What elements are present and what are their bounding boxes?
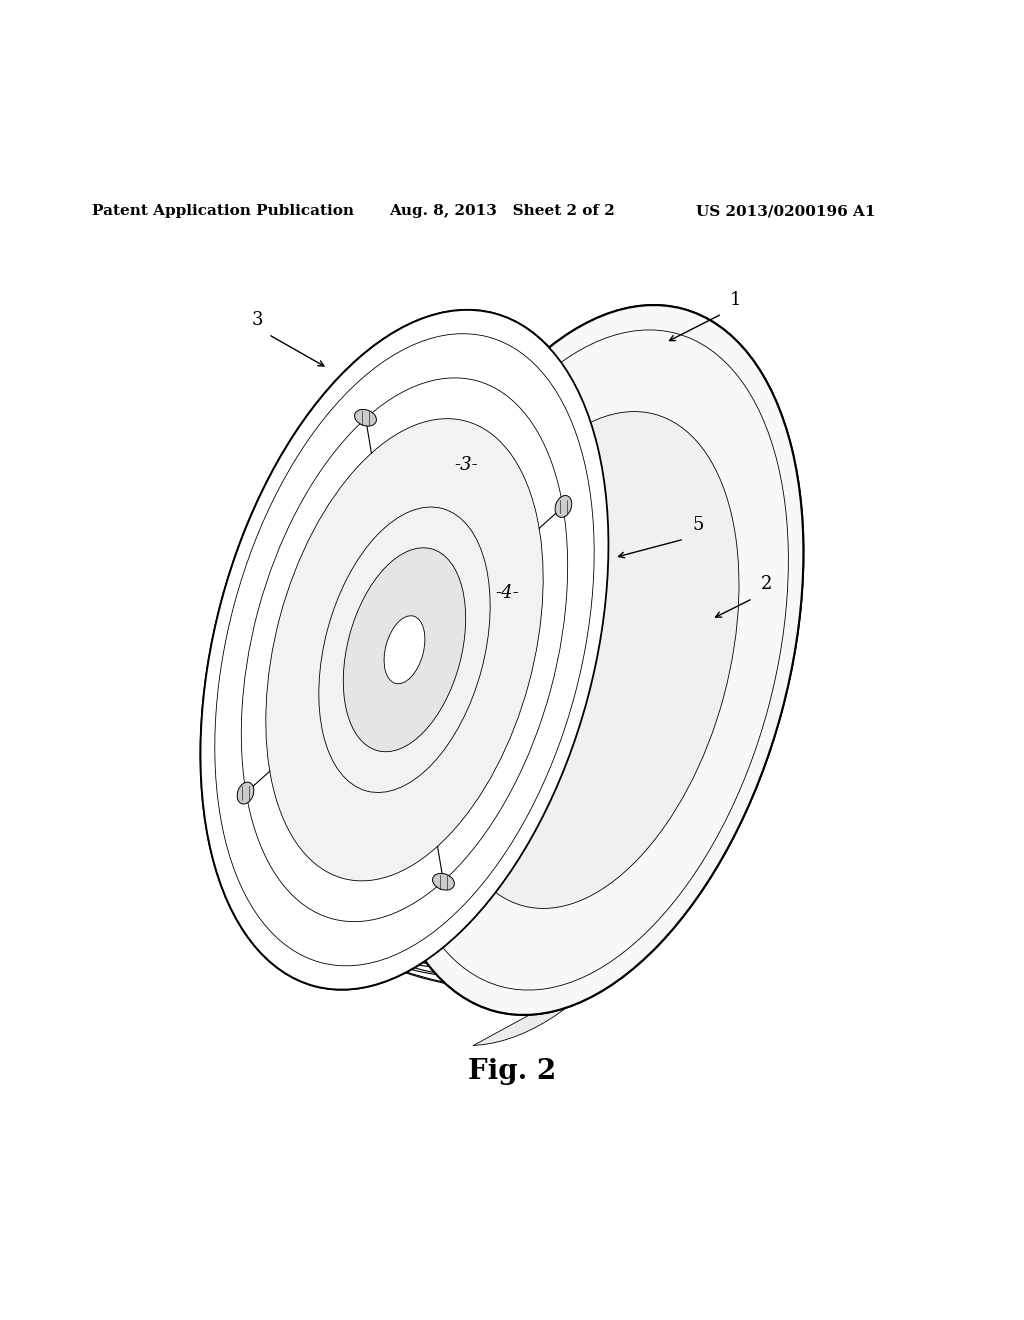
Text: Fig. 2: Fig. 2: [468, 1057, 556, 1085]
Ellipse shape: [390, 671, 409, 686]
Ellipse shape: [380, 742, 398, 759]
Text: Aug. 8, 2013   Sheet 2 of 2: Aug. 8, 2013 Sheet 2 of 2: [389, 205, 614, 218]
Text: 3: 3: [252, 312, 263, 329]
PathPatch shape: [410, 583, 584, 701]
Ellipse shape: [553, 496, 573, 516]
Ellipse shape: [236, 783, 256, 804]
Ellipse shape: [354, 409, 377, 426]
Ellipse shape: [258, 760, 281, 783]
Ellipse shape: [374, 305, 804, 1015]
Ellipse shape: [334, 734, 352, 750]
Ellipse shape: [432, 874, 455, 890]
PathPatch shape: [473, 573, 549, 614]
Ellipse shape: [355, 408, 376, 428]
Ellipse shape: [395, 589, 414, 605]
Ellipse shape: [555, 495, 571, 517]
Ellipse shape: [266, 418, 543, 880]
PathPatch shape: [440, 640, 568, 701]
Ellipse shape: [471, 639, 522, 685]
Ellipse shape: [370, 583, 388, 601]
PathPatch shape: [374, 576, 635, 660]
PathPatch shape: [440, 516, 568, 578]
Polygon shape: [473, 323, 804, 1045]
Ellipse shape: [343, 548, 466, 751]
Ellipse shape: [462, 498, 480, 515]
PathPatch shape: [236, 632, 389, 667]
Ellipse shape: [434, 404, 743, 916]
Ellipse shape: [433, 871, 454, 892]
Ellipse shape: [201, 310, 608, 990]
Text: 2: 2: [761, 576, 772, 594]
Ellipse shape: [542, 582, 636, 738]
Ellipse shape: [349, 661, 368, 678]
Text: -4-: -4-: [495, 585, 519, 602]
Ellipse shape: [384, 615, 425, 684]
Ellipse shape: [360, 442, 383, 465]
Text: US 2013/0200196 A1: US 2013/0200196 A1: [696, 205, 876, 218]
Ellipse shape: [528, 517, 551, 540]
Ellipse shape: [384, 615, 425, 684]
Text: Patent Application Publication: Patent Application Publication: [92, 205, 354, 218]
Ellipse shape: [549, 520, 567, 537]
Ellipse shape: [374, 305, 804, 1015]
Ellipse shape: [266, 418, 543, 880]
Ellipse shape: [438, 412, 739, 908]
Ellipse shape: [426, 836, 449, 858]
PathPatch shape: [473, 516, 549, 557]
Text: 1: 1: [730, 290, 741, 309]
Ellipse shape: [201, 310, 608, 990]
Text: 5: 5: [692, 516, 703, 535]
Text: -3-: -3-: [454, 457, 478, 474]
Ellipse shape: [238, 783, 254, 804]
Ellipse shape: [343, 548, 466, 751]
